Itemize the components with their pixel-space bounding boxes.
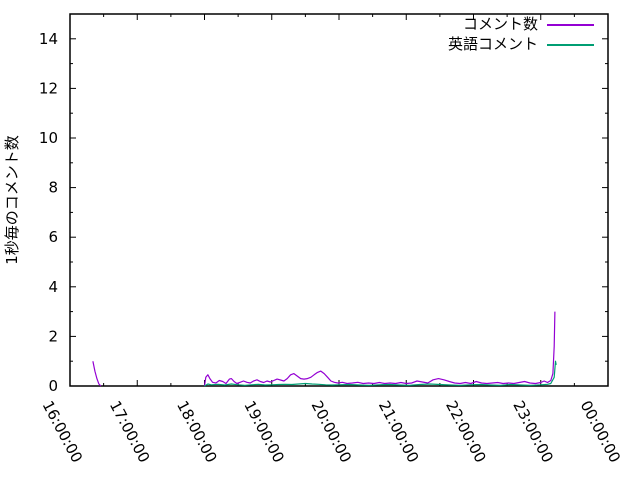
x-tick-label: 22:00:00 <box>442 398 490 466</box>
y-tick-label: 4 <box>48 278 58 296</box>
y-tick-label: 0 <box>48 377 58 395</box>
legend-line-sample-comments <box>547 23 594 26</box>
legend-label-comments: コメント数 <box>462 15 538 33</box>
x-tick-label: 21:00:00 <box>375 398 423 466</box>
series-line-0 <box>92 361 102 387</box>
plot-border <box>69 13 609 387</box>
y-tick-label: 8 <box>48 179 58 197</box>
y-tick-label: 10 <box>39 129 58 147</box>
legend-item-english-comments: 英語コメント <box>448 36 594 53</box>
series-line-0 <box>203 311 556 387</box>
y-tick-label: 12 <box>39 79 58 97</box>
legend: コメント数 英語コメント <box>448 16 594 53</box>
series-line-1 <box>204 360 557 387</box>
x-tick-label: 19:00:00 <box>240 398 288 466</box>
x-tick-label: 00:00:00 <box>577 398 625 466</box>
x-tick-label: 16:00:00 <box>39 398 87 466</box>
y-axis-title: 1秒毎のコメント数 <box>3 135 21 265</box>
y-tick-label: 14 <box>39 30 58 48</box>
x-tick-label: 20:00:00 <box>308 398 356 466</box>
legend-item-comments: コメント数 <box>448 16 594 33</box>
x-tick-label: 18:00:00 <box>173 398 221 466</box>
y-tick-label: 6 <box>48 228 58 246</box>
legend-label-english-comments: 英語コメント <box>447 35 538 53</box>
y-tick-label: 2 <box>48 327 58 345</box>
legend-line-sample-english-comments <box>547 43 594 46</box>
x-tick-label: 23:00:00 <box>509 398 557 466</box>
x-tick-label: 17:00:00 <box>106 398 154 466</box>
